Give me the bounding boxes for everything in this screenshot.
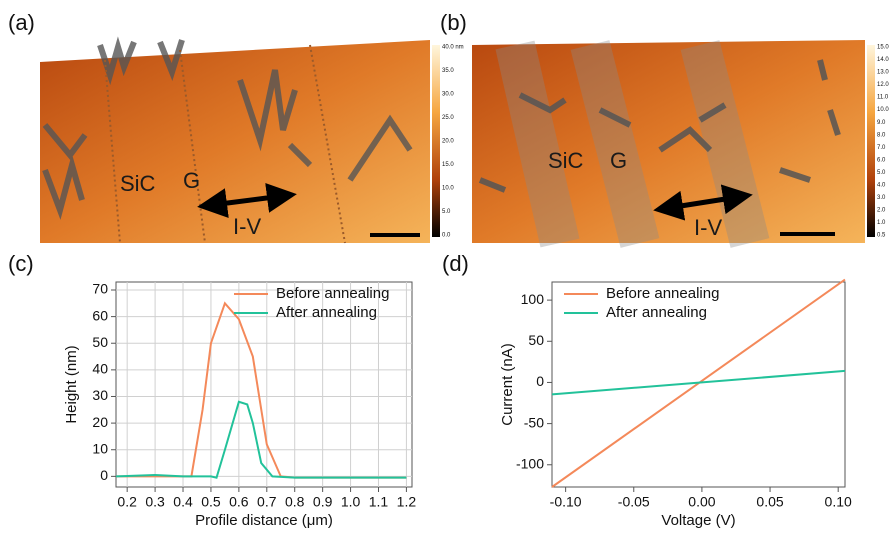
panel-label: (a) [8,10,35,35]
x-tick-label: 0.5 [201,494,221,510]
x-tick-label: -0.10 [550,494,582,510]
x-tick-label: 0.9 [313,494,333,510]
colorbar-label: 40.0 nm [442,45,464,51]
x-tick-label: 0.05 [756,494,783,510]
x-tick-label: 0.8 [285,494,305,510]
image-label: I-V [694,215,722,240]
colorbar-label: 12.0 [877,82,889,88]
colorbar-label: 25.0 [442,115,454,121]
colorbar-label: 20.0 [442,139,454,145]
y-tick-label: 100 [521,291,545,307]
image-label: G [610,148,627,173]
y-tick-label: 20 [92,414,108,430]
panel-label: (d) [442,251,469,276]
y-tick-label: 0 [100,467,108,483]
y-axis-title: Height (nm) [63,345,80,423]
colorbar-label: 2.0 [877,208,886,214]
colorbar-label: 10.0 [442,186,454,192]
colorbar-label: 10.0 [877,107,889,113]
y-tick-label: 70 [92,281,108,297]
colorbar-label: 35.0 [442,68,454,74]
colorbar-label: 14.0 [877,57,889,63]
panel-label: (c) [8,251,34,276]
x-tick-label: 0.10 [825,494,852,510]
colorbar-label: 3.0 [877,195,886,201]
x-tick-label: 0.4 [173,494,193,510]
legend-label: After annealing [606,304,707,321]
y-axis-title: Current (nA) [499,343,516,426]
y-tick-label: 50 [528,332,544,348]
legend-label: Before annealing [276,285,389,302]
colorbar-label: 5.0 [877,170,886,176]
colorbar-label: 30.0 [442,92,454,98]
panel-label: (b) [440,10,467,35]
colorbar-label: 15.0 [442,162,454,168]
y-tick-label: 50 [92,334,108,350]
colorbar-label: 7.0 [877,145,886,151]
x-tick-label: 0.00 [688,494,715,510]
x-tick-label: 1.1 [369,494,389,510]
x-axis-title: Voltage (V) [661,512,735,529]
y-tick-label: 0 [536,373,544,389]
y-tick-label: -100 [516,455,544,471]
x-tick-label: 0.7 [257,494,277,510]
image-label: SiC [120,171,156,196]
colorbar-label: 11.0 [877,95,889,101]
colorbar-label: 6.0 [877,157,886,163]
x-axis-title: Profile distance (μm) [195,512,333,529]
y-tick-label: 30 [92,387,108,403]
colorbar-label: 1.0 [877,220,886,226]
image-label: G [183,168,200,193]
x-tick-label: 0.3 [145,494,165,510]
colorbar-label: 0.0 [442,233,451,239]
legend-label: After annealing [276,304,377,321]
x-tick-label: -0.05 [618,494,650,510]
x-tick-label: 0.2 [117,494,137,510]
afm-image-b [472,40,875,243]
image-label: I-V [233,214,261,239]
image-label: SiC [548,148,584,173]
colorbar-label: 15.0 [877,45,889,51]
colorbar-label: 0.5 [877,233,886,239]
y-tick-label: 60 [92,307,108,323]
y-tick-label: -50 [524,414,544,430]
colorbar-label: 9.0 [877,120,886,126]
colorbar-label: 8.0 [877,132,886,138]
x-tick-label: 0.6 [229,494,249,510]
y-tick-label: 40 [92,361,108,377]
colorbar-label: 4.0 [877,182,886,188]
y-tick-label: 10 [92,440,108,456]
x-tick-label: 1.0 [341,494,361,510]
colorbar-label: 5.0 [442,209,451,215]
page: {"images": [ {"label": "(a)", "texts": [… [0,0,893,536]
afm-image-a [40,40,440,243]
figure: (a) SiC G I-V 40.0 nm 35.0 30.0 25.0 20.0 15.0 10.… [0,0,893,531]
legend-label: Before annealing [606,285,719,302]
x-tick-label: 1.2 [397,494,417,510]
colorbar-label: 13.0 [877,70,889,76]
